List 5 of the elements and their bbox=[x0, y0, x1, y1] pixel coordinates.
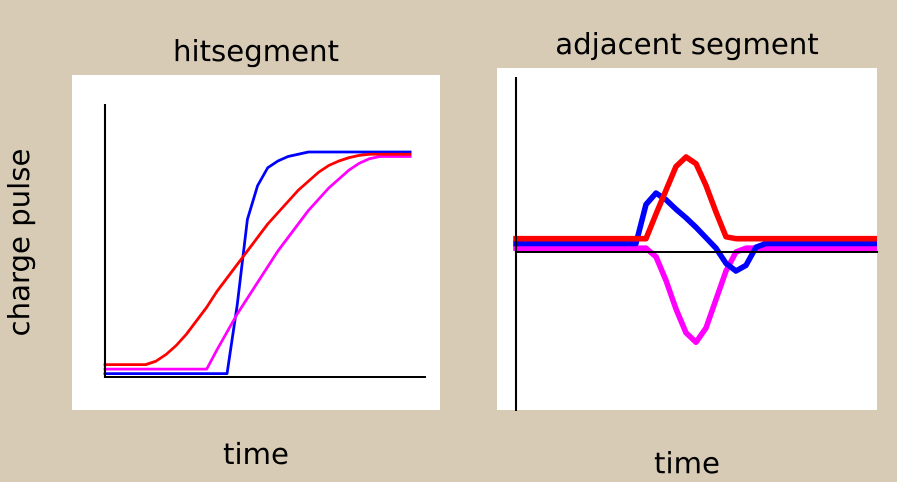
chart-title: adjacent segment bbox=[557, 32, 818, 60]
x-axis-title: time bbox=[224, 442, 288, 464]
chart-title: hitsegment bbox=[176, 38, 338, 68]
x-axis-title: time bbox=[654, 451, 718, 474]
y-axis-title: charge pulse bbox=[6, 150, 36, 335]
